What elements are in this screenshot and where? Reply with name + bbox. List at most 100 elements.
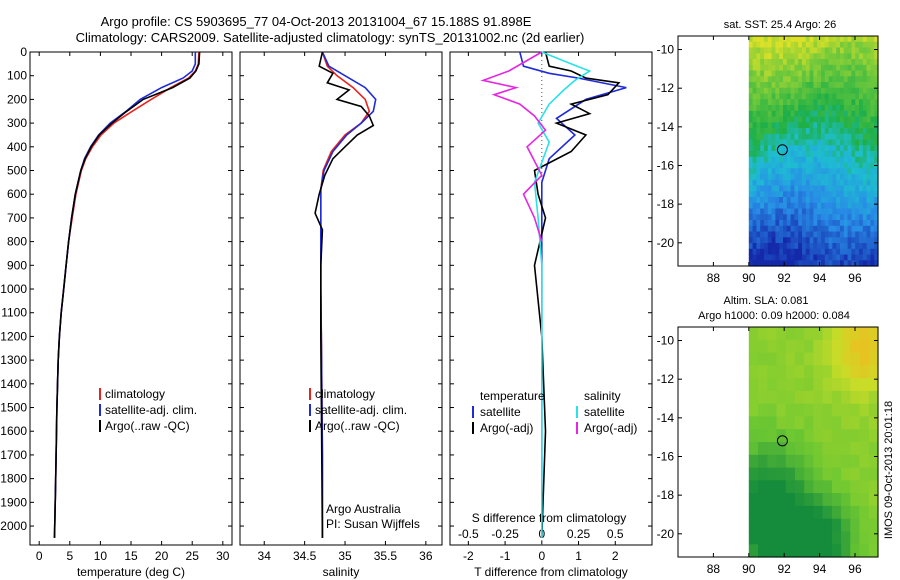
map-cell — [832, 99, 837, 106]
map-cell — [828, 87, 833, 95]
map-cell — [862, 76, 868, 83]
map-cell — [821, 53, 826, 60]
y-tick-label: 1600 — [0, 424, 27, 438]
map-cell — [758, 518, 768, 533]
map-cell — [809, 105, 814, 112]
map-cell — [764, 82, 769, 89]
map-cell — [790, 260, 795, 267]
map-cell — [828, 225, 833, 233]
map-cell — [813, 53, 818, 60]
map-cell — [840, 231, 845, 238]
map-cell — [775, 87, 780, 95]
map-cell — [802, 70, 807, 77]
annotation-line: PI: Susan Wijffels — [326, 517, 420, 531]
map-cell — [776, 327, 787, 341]
map-cell — [783, 197, 788, 204]
map-cell — [756, 214, 761, 221]
map-cell — [859, 122, 864, 129]
map-cell — [874, 179, 879, 187]
map-cell — [831, 365, 842, 379]
map-cell — [874, 220, 879, 227]
map-cell — [809, 47, 814, 54]
map-cell — [868, 480, 879, 494]
y-tick-label: 1900 — [0, 495, 27, 509]
map-cell — [847, 202, 852, 210]
map-cell — [752, 197, 757, 204]
map-cell — [767, 122, 773, 129]
map-cell — [874, 110, 879, 118]
map-cell — [767, 82, 773, 89]
map-cell — [767, 64, 773, 72]
map-cell — [851, 197, 856, 204]
map-cell — [783, 122, 788, 129]
map-cell — [841, 365, 851, 379]
map-cell — [790, 168, 795, 175]
map-cell — [840, 59, 845, 66]
map-cell — [859, 64, 864, 72]
map-cell — [748, 231, 754, 238]
map-cell — [809, 248, 814, 256]
map-cell — [868, 429, 879, 443]
map-cell — [783, 145, 788, 152]
map-cell — [794, 105, 799, 112]
map-cell — [868, 454, 879, 469]
map-cell — [802, 105, 807, 112]
map-cell — [843, 254, 849, 261]
map-cell — [805, 47, 811, 54]
map-cell — [862, 197, 868, 204]
map-cell — [824, 99, 830, 106]
map-cell — [862, 185, 868, 192]
map-cell — [805, 64, 811, 72]
map-cell — [813, 110, 818, 118]
map-cell — [764, 231, 769, 238]
map-cell — [779, 208, 784, 215]
map-cell — [851, 99, 856, 106]
map-cell — [868, 352, 879, 366]
map-cell — [850, 429, 861, 443]
map-cell — [828, 116, 833, 123]
map-cell — [805, 70, 811, 77]
map-cell — [760, 105, 765, 112]
map-cell — [771, 41, 776, 49]
map-cell — [868, 505, 879, 520]
map-cell — [798, 53, 803, 60]
map-cell — [813, 47, 818, 54]
map-cell — [790, 254, 795, 261]
map-cell — [764, 174, 769, 181]
map-cell — [752, 133, 757, 141]
map-cell — [843, 260, 849, 267]
map-cell — [767, 59, 773, 66]
map-cell — [790, 53, 795, 60]
map-cell — [798, 122, 803, 129]
map-cell — [802, 87, 807, 95]
map-cell — [859, 41, 864, 49]
map-cell — [855, 174, 860, 181]
map-cell — [843, 116, 849, 123]
map-cell — [851, 87, 856, 95]
map-cell — [859, 327, 870, 341]
map-cell — [843, 133, 849, 141]
map-cell — [874, 225, 879, 233]
map-cell — [862, 87, 868, 95]
map-cell — [798, 99, 803, 106]
map-cell — [824, 145, 830, 152]
map-cell — [824, 260, 830, 267]
map-cell — [866, 36, 871, 43]
map-cell — [786, 237, 792, 244]
map-cell — [775, 174, 780, 181]
map-cell — [767, 76, 773, 83]
map-cell — [862, 156, 868, 164]
map-cell — [804, 505, 814, 520]
map-cell — [832, 237, 837, 244]
map-cell — [794, 59, 799, 66]
map-cell — [775, 70, 780, 77]
map-cell — [824, 208, 830, 215]
map-cell — [771, 179, 776, 187]
map-cell — [760, 139, 765, 146]
map-cell — [809, 110, 814, 118]
map-cell — [785, 493, 796, 507]
map-cell — [866, 82, 871, 89]
map-cell — [822, 505, 833, 520]
map-cell — [794, 403, 805, 418]
